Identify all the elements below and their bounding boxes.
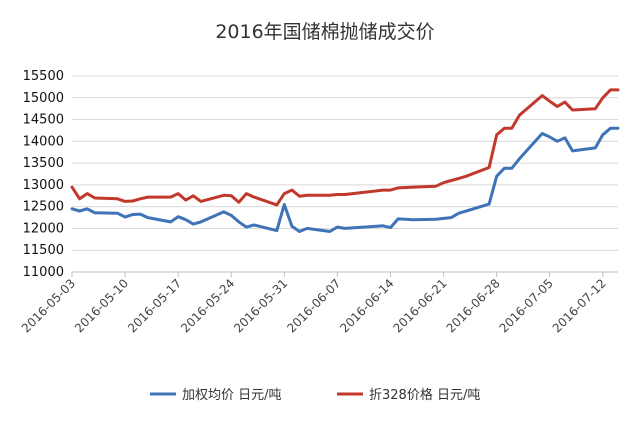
x-tick-label: 2016-06-21 [390,276,449,335]
x-tick-label: 2016-06-14 [337,276,396,335]
legend: 加权均价 日元/吨 折328价格 日元/吨 [150,387,480,403]
x-tick-label: 2016-05-31 [231,276,290,335]
series-line-1 [70,126,620,233]
y-tick-label: 11500 [23,243,64,258]
y-axis-ticks: 11000 11500 12000 12500 13000 13500 14000 14500… [23,69,64,280]
y-tick-label: 13500 [23,156,64,171]
y-tick-label: 12500 [23,200,64,215]
x-tick-label: 2016-05-10 [72,276,131,335]
legend-label: 加权均价 日元/吨 [182,387,282,403]
y-tick-label: 11000 [23,265,64,280]
x-tick-label: 2016-05-03 [19,276,78,335]
y-tick-label: 14500 [23,113,64,128]
series-layer [70,88,620,233]
legend-label: 折328价格 日元/吨 [369,387,480,403]
y-tick-label: 14000 [23,134,64,149]
y-tick-label: 15000 [23,91,64,106]
x-tick-label: 2016-07-12 [550,276,609,335]
x-tick-label: 2016-05-17 [125,276,184,335]
x-tick-label: 2016-05-24 [178,276,237,335]
x-axis-ticks: 2016-05-032016-05-102016-05-172016-05-24… [19,272,609,335]
chart-title: 2016年国储棉抛储成交价 [215,21,434,43]
y-tick-label: 13000 [23,178,64,193]
x-tick-label: 2016-07-05 [497,276,556,335]
x-tick-label: 2016-06-28 [444,276,503,335]
x-tick-label: 2016-06-07 [284,276,343,335]
y-tick-label: 15500 [23,69,64,84]
y-tick-label: 12000 [23,221,64,236]
grid-layer [72,75,618,273]
series-line-2 [70,88,620,207]
